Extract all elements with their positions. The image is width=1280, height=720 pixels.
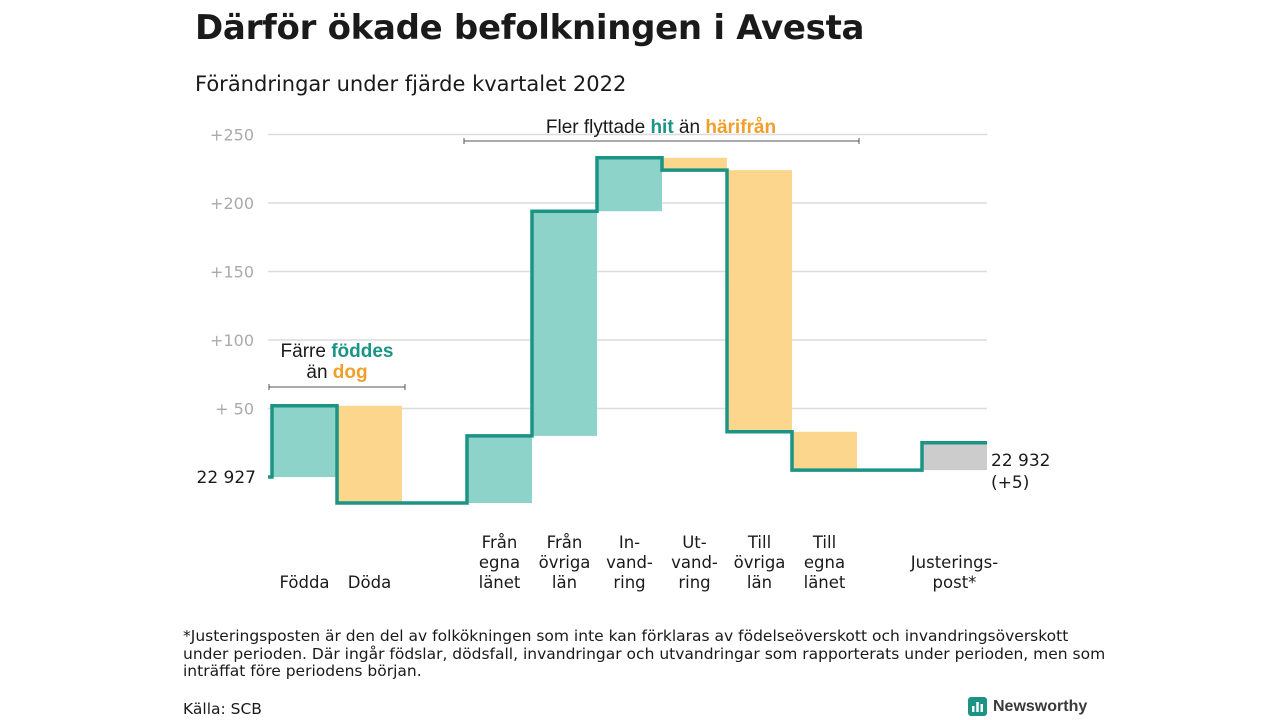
source-note: Källa: SCB <box>183 700 262 718</box>
births-annotation-line1: Färre föddes <box>281 341 394 362</box>
chart-subtitle: Förändringar under fjärde kvartalet 2022 <box>195 72 627 96</box>
x-category-label: Ut-vand-ring <box>671 533 718 592</box>
bar-fran_ovriga <box>532 211 597 436</box>
bar-justering <box>922 442 987 471</box>
newsworthy-logo: Newsworthy <box>968 697 1087 716</box>
x-category-label: Från övriga län <box>539 533 591 592</box>
bar-fran_egna <box>467 435 532 504</box>
x-category-label: Till egna länet <box>804 533 846 592</box>
bar-invandring <box>597 157 662 212</box>
y-tick-label: + 50 <box>215 400 254 419</box>
bar-fodda <box>272 405 337 477</box>
migration-annotation: Fler flyttade hit än härifrån <box>546 117 776 138</box>
y-tick-label: +150 <box>210 263 254 282</box>
end-change-label: (+5) <box>991 473 1029 493</box>
x-category-label: Till övriga län <box>734 533 786 592</box>
bar-doda <box>337 405 402 504</box>
end-value-label: 22 932 <box>991 451 1050 471</box>
bar-till_ovriga <box>727 170 792 432</box>
y-tick-label: +250 <box>210 126 254 145</box>
x-category-label: In-vand-ring <box>606 533 653 592</box>
bar-chart-icon <box>968 697 987 716</box>
brand-name: Newsworthy <box>993 697 1088 715</box>
y-tick-label: +100 <box>210 331 254 350</box>
x-category-label: Justerings-post* <box>910 553 998 592</box>
chart-title: Därför ökade befolkningen i Avesta <box>195 8 865 48</box>
y-tick-label: +200 <box>210 194 254 213</box>
x-category-label: Födda <box>279 573 329 592</box>
start-value-label: 22 927 <box>197 468 256 488</box>
x-category-label: Från egna länet <box>479 533 521 592</box>
bar-utvandring <box>662 157 727 171</box>
bar-till_egna <box>792 431 857 471</box>
footnote: *Justeringsposten är den del av folkökni… <box>183 627 1106 680</box>
births-annotation-line2: än dog <box>306 362 367 383</box>
step-line <box>268 156 987 505</box>
waterfall-chart: +250 +200 +150 +100 + 50 22 927 22 932(+5) Född… <box>197 117 1051 592</box>
x-category-label: Döda <box>348 573 391 592</box>
